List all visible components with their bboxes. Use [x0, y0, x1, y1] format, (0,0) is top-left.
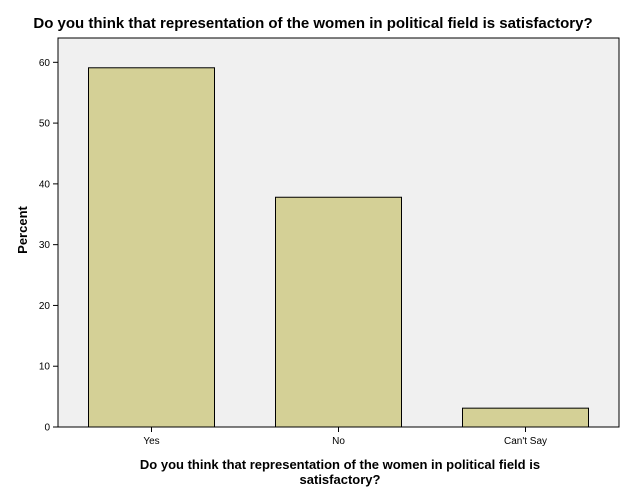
- bar-yes: [88, 67, 215, 428]
- y-tick-label: 30: [39, 240, 51, 251]
- x-axis: Yes No Can't Say: [143, 427, 547, 447]
- y-tick-label: 60: [39, 58, 51, 69]
- y-tick-label: 50: [39, 119, 51, 130]
- y-tick-label: 20: [39, 301, 51, 312]
- x-tick-label: Can't Say: [504, 436, 547, 447]
- y-tick-label: 10: [39, 362, 51, 373]
- y-tick-label: 0: [44, 423, 50, 434]
- x-tick-label: No: [332, 436, 345, 447]
- y-axis: 0 10 20 30 40 50 60: [39, 58, 58, 434]
- x-axis-label-line-1: Do you think that representation of the …: [140, 457, 540, 472]
- x-axis-label-line-2: satisfactory?: [300, 472, 381, 487]
- bar-no: [275, 196, 402, 428]
- bar-can-t-say: [462, 407, 589, 428]
- y-tick-label: 40: [39, 179, 51, 190]
- chart-title: Do you think that representation of the …: [33, 15, 592, 32]
- x-tick-label: Yes: [143, 436, 159, 447]
- y-axis-label: Percent: [15, 205, 30, 253]
